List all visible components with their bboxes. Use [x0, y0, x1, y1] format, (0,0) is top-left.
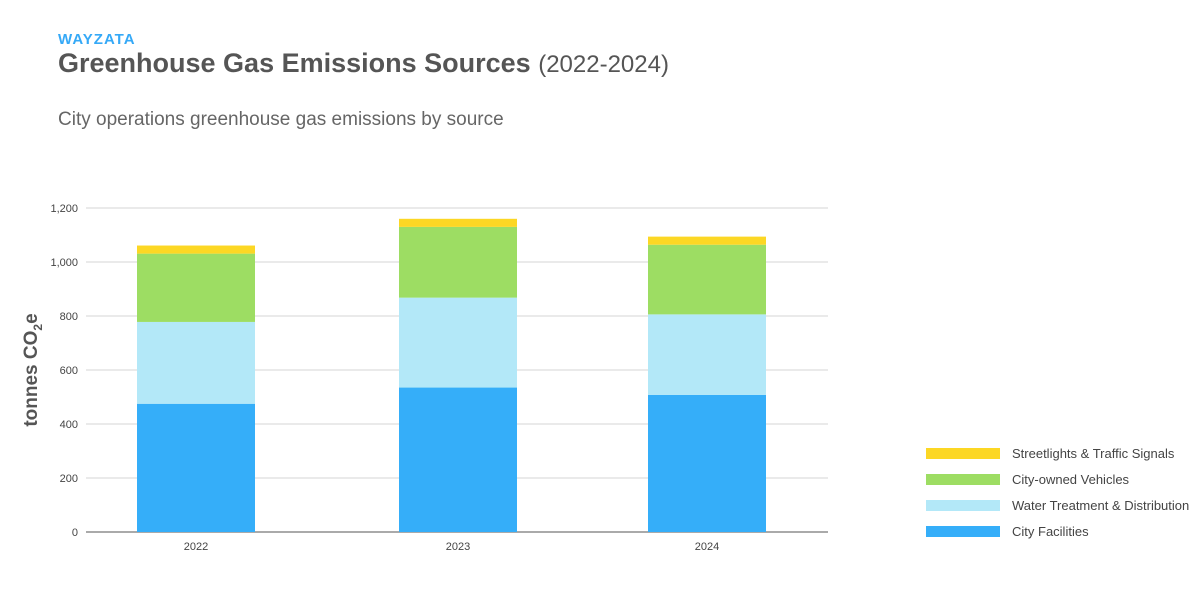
legend-swatch [926, 473, 1000, 485]
legend-item: City-owned Vehicles [926, 466, 1200, 492]
x-tick-label: 2023 [446, 541, 470, 553]
legend: Streetlights & Traffic Signals City-owned… [926, 440, 1200, 544]
y-tick-label: 200 [60, 473, 78, 485]
y-axis-label-main: tonnes CO [21, 331, 42, 427]
legend-swatch [926, 525, 1000, 537]
legend-swatch [926, 499, 1000, 511]
y-tick-label: 800 [60, 311, 78, 323]
y-axis-ticks: 0 200 400 600 800 1,000 1,200 [50, 203, 78, 539]
legend-swatch [926, 447, 1000, 459]
legend-label: Streetlights & Traffic Signals [1012, 445, 1175, 461]
bar-segment [399, 218, 517, 227]
bar-segment [399, 297, 517, 388]
chart-title: Greenhouse Gas Emissions Sources (2022-2… [58, 48, 669, 79]
y-axis-label-tail: e [21, 313, 42, 324]
legend-label: City-owned Vehicles [1012, 471, 1130, 487]
bar-stack-2024 [648, 236, 766, 532]
bar-segment [137, 403, 255, 532]
bar-segment [648, 236, 766, 245]
bar-segment [137, 245, 255, 254]
bar-segment [137, 253, 255, 322]
x-tick-label: 2024 [695, 541, 719, 553]
y-tick-label: 600 [60, 365, 78, 377]
chart-subtitle: City operations greenhouse gas emissions… [58, 109, 504, 130]
bar-segment [648, 314, 766, 395]
bar-segment [137, 321, 255, 404]
bar-segment [399, 226, 517, 298]
brand-label: WAYZATA [58, 31, 136, 48]
legend-label: Water Treatment & Distribution [1012, 497, 1190, 513]
bar-segment [399, 387, 517, 532]
legend-label: City Facilities [1012, 523, 1089, 539]
x-tick-label: 2022 [184, 541, 208, 553]
bars [137, 218, 766, 532]
bar-segment [648, 244, 766, 315]
y-tick-label: 0 [72, 527, 78, 539]
bar-stack-2022 [137, 245, 255, 532]
y-axis-label-subscript: 2 [31, 324, 45, 331]
legend-item: Water Treatment & Distribution [926, 492, 1200, 518]
y-tick-label: 1,000 [50, 257, 78, 269]
bar-segment [648, 394, 766, 532]
bar-stack-2023 [399, 218, 517, 532]
chart-title-years: (2022-2024) [538, 51, 669, 78]
chart-title-text: Greenhouse Gas Emissions Sources [58, 48, 531, 78]
x-axis-ticks: 2022 2023 2024 [184, 541, 719, 553]
y-tick-label: 1,200 [50, 203, 78, 215]
y-axis-label: tonnes CO2e [21, 313, 45, 426]
legend-item: Streetlights & Traffic Signals [926, 440, 1200, 466]
legend-item: City Facilities [926, 518, 1200, 544]
y-tick-label: 400 [60, 419, 78, 431]
